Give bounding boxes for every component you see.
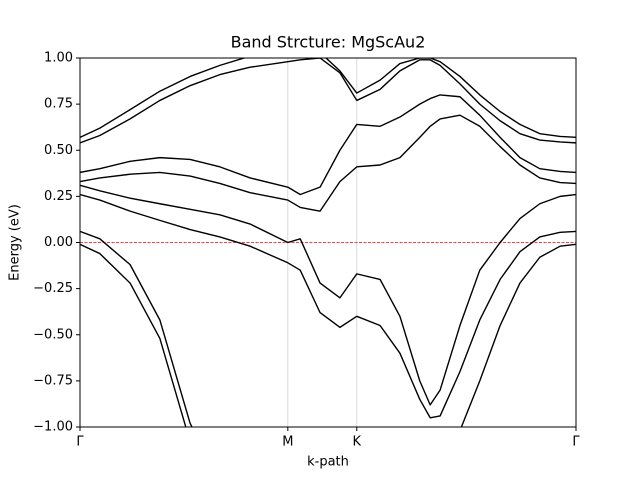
- band-line: [80, 184, 576, 406]
- band-line: [80, 58, 576, 139]
- plot-area: [80, 58, 576, 427]
- y-tick-label: 0.00: [44, 235, 73, 250]
- band-line: [80, 94, 576, 196]
- y-tick-label: 1.00: [44, 51, 73, 66]
- y-tick-label: 0.75: [44, 97, 73, 112]
- y-tick-label: −1.00: [33, 420, 73, 435]
- x-axis-label: k-path: [307, 455, 349, 470]
- band-line: [80, 230, 576, 427]
- band-line: [80, 58, 576, 144]
- x-tick-label: Γ: [76, 435, 84, 450]
- band-line: [80, 243, 187, 427]
- y-tick-label: −0.50: [33, 327, 73, 342]
- y-axis-label: Energy (eV): [8, 204, 23, 281]
- y-tick-label: 0.25: [44, 189, 73, 204]
- x-tick-label: K: [353, 435, 362, 450]
- y-tick-label: 0.50: [44, 143, 73, 158]
- chart-title: Band Strcture: MgScAu2: [231, 33, 426, 52]
- x-tick-label: Γ: [572, 435, 580, 450]
- y-tick-label: −0.25: [33, 281, 73, 296]
- band-line: [80, 193, 576, 419]
- x-tick-label: M: [282, 435, 293, 450]
- y-tick-label: −0.75: [33, 373, 73, 388]
- plot-frame: [79, 57, 577, 428]
- band-line: [80, 114, 576, 212]
